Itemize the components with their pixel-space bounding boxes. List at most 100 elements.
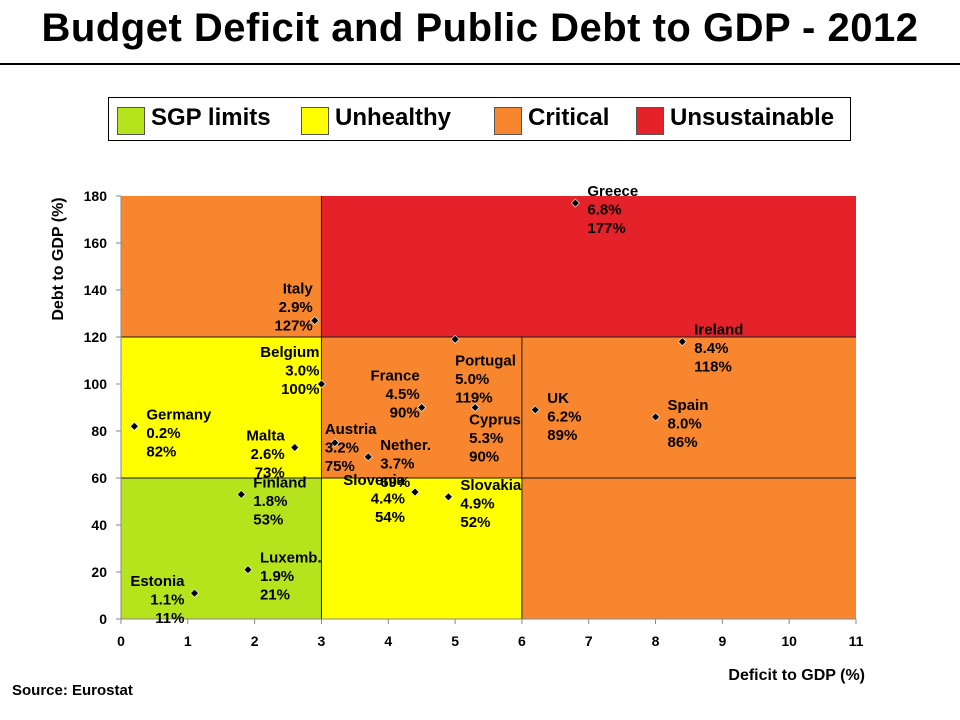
point-name: Portugal <box>455 352 516 369</box>
point-label-austria: Austria 3.2% 75% <box>325 421 377 475</box>
point-label-belgium: Belgium 3.0% 100% <box>260 344 319 398</box>
point-marker-nether <box>363 452 373 462</box>
data-point-greece: Greece 6.8% 177% <box>570 183 638 237</box>
legend-swatch-unsustainable <box>636 107 664 135</box>
point-marker-france <box>417 403 427 412</box>
point-deficit: 1.1% <box>150 592 184 609</box>
point-label-slovenia: Slovenia 4.4% 54% <box>343 472 405 526</box>
data-point-france: France 4.5% 90% <box>370 368 427 422</box>
point-label-spain: Spain 8.0% 86% <box>668 397 709 451</box>
y-tick-label: 40 <box>91 517 107 533</box>
y-tick-label: 60 <box>91 470 107 486</box>
data-point-spain: Spain 8.0% 86% <box>651 397 709 451</box>
point-name: Cyprus <box>469 412 521 429</box>
point-debt: 118% <box>694 359 732 376</box>
point-marker-ireland <box>677 337 687 347</box>
point-marker-austria <box>330 438 340 448</box>
point-label-italy: Italy 2.9% 127% <box>274 281 313 335</box>
point-label-slovakia: Slovakia 4.9% 52% <box>460 477 522 531</box>
point-label-portugal: Portugal 5.0% 119% <box>455 352 516 406</box>
point-marker-cyprus <box>470 403 480 412</box>
point-debt: 82% <box>146 443 176 460</box>
point-marker-germany <box>129 421 139 431</box>
point-name: Austria <box>325 421 377 438</box>
point-name: Italy <box>283 281 314 298</box>
chart-region-5 <box>521 337 856 478</box>
point-label-malta: Malta 2.6% 73% <box>246 427 285 481</box>
point-marker-portugal <box>450 334 460 344</box>
point-debt: 89% <box>547 427 577 444</box>
x-tick-label: 3 <box>318 633 326 649</box>
point-marker-luxemb <box>243 565 253 575</box>
legend-swatch-critical <box>494 107 522 135</box>
point-deficit: 2.9% <box>279 299 313 316</box>
point-debt: 21% <box>260 587 290 604</box>
y-axis-label: Debt to GDP (%) <box>50 197 67 320</box>
point-label-ireland: Ireland 8.4% 118% <box>694 322 743 376</box>
legend-swatch-sgp-limits <box>117 107 145 135</box>
point-debt: 86% <box>668 434 698 451</box>
title-divider <box>0 63 960 65</box>
point-label-nether: Nether. 3.7% 69% <box>380 437 431 491</box>
data-point-estonia: Estonia 1.1% 11% <box>130 573 199 627</box>
point-name: Luxemb. <box>260 550 322 567</box>
point-deficit: 3.2% <box>325 439 359 456</box>
point-deficit: 0.2% <box>146 425 180 442</box>
point-deficit: 6.8% <box>587 202 621 219</box>
point-name: Finland <box>253 474 306 491</box>
x-tick-label: 10 <box>781 633 797 649</box>
data-point-austria: Austria 3.2% 75% <box>325 421 377 475</box>
point-marker-estonia <box>190 588 199 598</box>
legend-label-critical: Critical <box>528 104 610 131</box>
chart-region-7 <box>321 196 856 337</box>
data-point-germany: Germany 0.2% 82% <box>129 406 212 460</box>
point-debt: 127% <box>274 318 312 335</box>
point-name: Slovakia <box>460 477 522 494</box>
y-tick-label: 120 <box>84 329 108 345</box>
point-debt: 53% <box>253 511 283 528</box>
point-name: Ireland <box>694 322 743 339</box>
point-name: Germany <box>146 406 212 423</box>
chart-region-6 <box>121 196 322 337</box>
point-marker-uk <box>530 405 540 415</box>
source-note: Source: Eurostat <box>12 682 133 699</box>
legend-label-unsustainable: Unsustainable <box>670 104 835 131</box>
chart-region-2 <box>521 478 856 619</box>
y-tick-label: 0 <box>99 611 107 627</box>
x-tick-label: 0 <box>117 633 125 649</box>
point-name: Nether. <box>380 437 431 454</box>
point-label-finland: Finland 1.8% 53% <box>253 474 306 528</box>
x-tick-label: 6 <box>518 633 526 649</box>
point-deficit: 8.4% <box>694 340 728 357</box>
x-tick-label: 7 <box>585 633 593 649</box>
x-axis-label: Deficit to GDP (%) <box>728 667 865 684</box>
chart-region-0 <box>121 478 322 619</box>
legend-label-sgp-limits: SGP limits <box>151 104 271 131</box>
data-point-finland: Finland 1.8% 53% <box>236 474 307 528</box>
x-tick-label: 9 <box>718 633 726 649</box>
point-debt: 54% <box>375 509 405 526</box>
point-marker-greece <box>570 198 580 208</box>
y-tick-label: 100 <box>84 376 108 392</box>
point-name: Spain <box>668 397 709 414</box>
point-debt: 52% <box>460 514 490 531</box>
chart-region-3 <box>121 337 322 478</box>
point-deficit: 1.9% <box>260 568 294 585</box>
x-tick-label: 5 <box>451 633 459 649</box>
point-label-greece: Greece 6.8% 177% <box>587 183 638 237</box>
point-label-cyprus: Cyprus 5.3% 90% <box>469 412 521 466</box>
y-tick-label: 160 <box>84 235 108 251</box>
point-marker-spain <box>651 412 660 422</box>
point-marker-slovenia <box>410 487 420 497</box>
data-point-slovakia: Slovakia 4.9% 52% <box>443 477 522 531</box>
point-deficit: 4.4% <box>371 491 405 508</box>
y-tick-label: 140 <box>84 282 108 298</box>
y-tick-label: 80 <box>91 423 107 439</box>
data-point-slovenia: Slovenia 4.4% 54% <box>343 472 420 526</box>
point-name: UK <box>547 390 569 407</box>
point-debt: 73% <box>255 464 285 481</box>
data-point-malta: Malta 2.6% 73% <box>246 427 300 481</box>
point-debt: 75% <box>325 458 355 475</box>
point-debt: 90% <box>469 449 499 466</box>
